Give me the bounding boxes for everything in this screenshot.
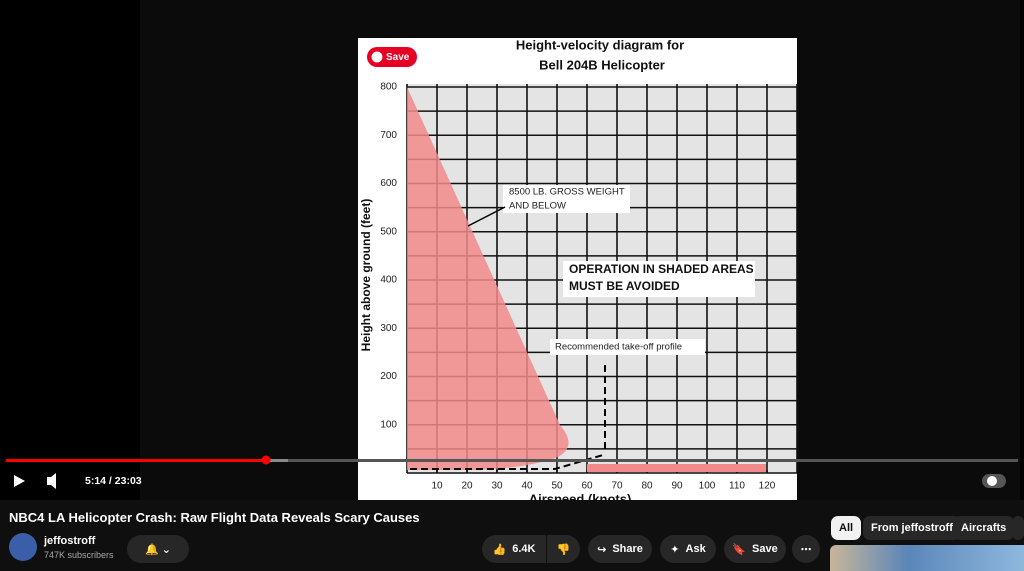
annotation: 8500 LB. GROSS WEIGHT: [509, 187, 625, 198]
warning: MUST BE AVOIDED: [569, 279, 680, 293]
x-tick-label: 110: [729, 481, 745, 492]
video-player[interactable]: 8500 LB. GROSS WEIGHT AND BELOW OPERATIO…: [0, 0, 1024, 500]
x-tick-label: 20: [461, 481, 473, 492]
play-button[interactable]: [14, 475, 25, 487]
channel-avatar[interactable]: [9, 533, 37, 561]
y-tick-label: 600: [380, 178, 397, 189]
x-tick-label: 80: [641, 481, 653, 492]
y-axis-label: Height above ground (feet): [359, 199, 373, 352]
shaded-region-high-speed: [587, 464, 766, 472]
x-tick-label: 10: [431, 481, 443, 492]
share-label: Share: [612, 543, 643, 555]
like-count: 6.4K: [512, 543, 536, 555]
chart-title: Bell 204B Helicopter: [539, 57, 665, 72]
y-tick-label: 800: [380, 82, 397, 93]
x-tick-label: 60: [581, 481, 593, 492]
y-tick-label: 200: [380, 371, 397, 382]
x-tick-label: 90: [671, 481, 683, 492]
x-tick-label: 120: [759, 481, 776, 492]
progress-handle[interactable]: [261, 455, 271, 465]
chart-title: Height-velocity diagram for: [516, 37, 684, 52]
annotation-box: [503, 185, 630, 213]
chip[interactable]: All: [831, 516, 862, 540]
ask-button[interactable]: ✦ Ask: [660, 535, 716, 563]
channel-name[interactable]: jeffostroff: [44, 535, 96, 547]
chip-partial[interactable]: [1012, 516, 1024, 540]
x-tick-label: 50: [551, 481, 563, 492]
annotation: AND BELOW: [509, 201, 566, 212]
y-tick-label: 300: [380, 323, 397, 334]
autoplay-knob: [987, 476, 997, 486]
subscribe-bell[interactable]: 🔔 ⌄: [127, 535, 189, 563]
x-tick-label: 100: [699, 481, 716, 492]
x-tick-label: 30: [491, 481, 503, 492]
progress-played: [6, 459, 266, 462]
time-display: 5:14 / 23:03: [85, 475, 142, 487]
volume-button[interactable]: [47, 473, 56, 489]
annotation: Recommended take-off profile: [555, 342, 682, 353]
subscriber-count: 747K subscribers: [44, 550, 114, 560]
x-axis-label: Airspeed (knots): [529, 491, 632, 500]
share-button[interactable]: ↪ Share: [588, 535, 652, 563]
x-tick-label: 40: [521, 481, 533, 492]
pin-label: Save: [386, 52, 410, 63]
x-tick-label: 70: [611, 481, 623, 492]
ask-label: Ask: [685, 543, 706, 555]
save-button[interactable]: 🔖 Save: [724, 535, 786, 563]
chip[interactable]: Aircrafts: [953, 516, 1015, 540]
recommended-thumbnail[interactable]: [830, 545, 1024, 571]
shaded-region: [407, 87, 569, 470]
video-title: NBC4 LA Helicopter Crash: Raw Flight Dat…: [9, 510, 420, 525]
save-label: Save: [752, 543, 778, 555]
progress-track[interactable]: [6, 459, 1018, 462]
pin-button[interactable]: [367, 47, 417, 67]
like-button[interactable]: 👍 6.4K: [482, 535, 546, 563]
annotation-arrow: [467, 206, 506, 227]
annotation-box: [550, 339, 705, 355]
pin-icon: [371, 51, 383, 63]
y-tick-label: 400: [380, 275, 397, 286]
y-tick-label: 500: [380, 226, 397, 237]
warning: OPERATION IN SHADED AREAS: [569, 262, 754, 276]
y-tick-label: 700: [380, 130, 397, 141]
dislike-button[interactable]: 👎: [547, 535, 580, 563]
y-tick-label: 100: [380, 419, 397, 430]
chip[interactable]: From jeffostroff: [863, 516, 961, 540]
more-button[interactable]: ⋯: [792, 535, 820, 563]
warning-box: [563, 261, 755, 297]
